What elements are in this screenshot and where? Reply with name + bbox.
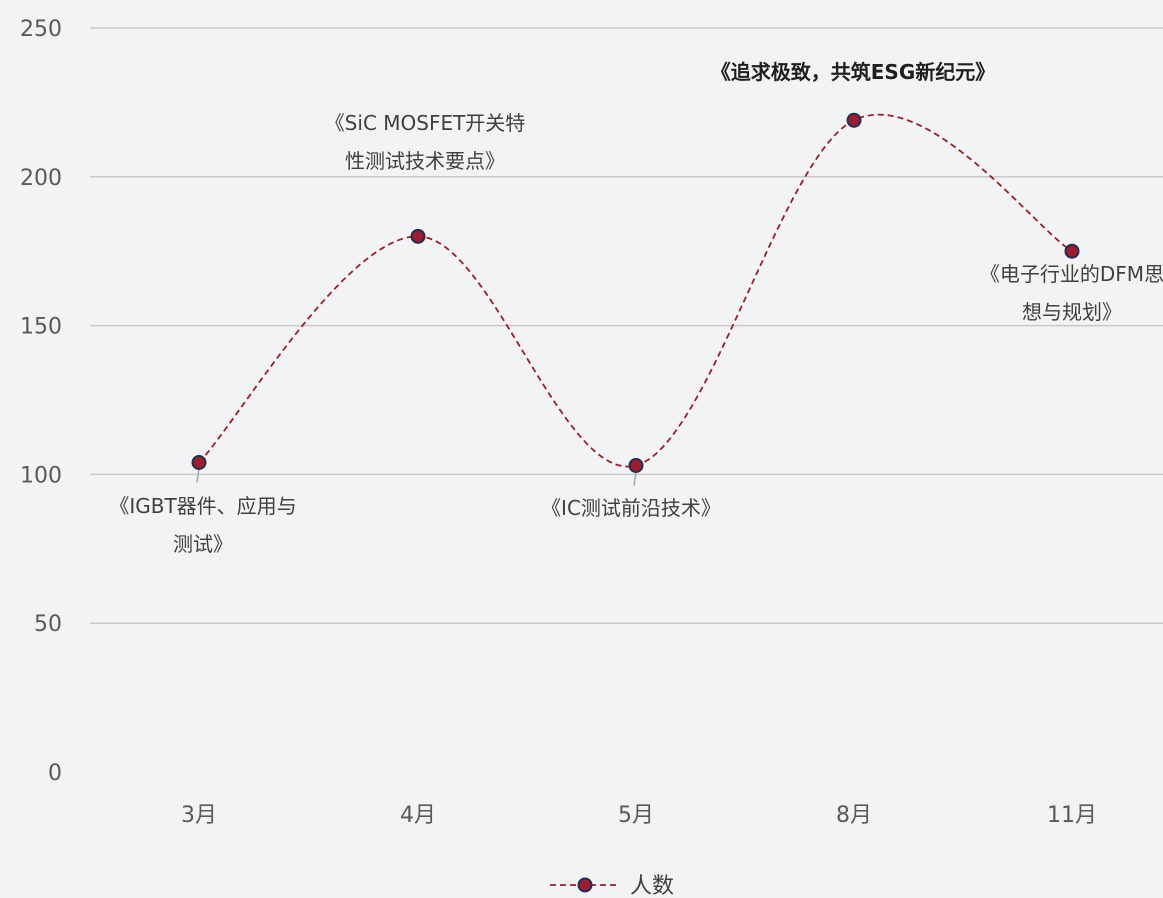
leader-line	[196, 468, 200, 483]
data-label: 《电子行业的DFM思	[980, 262, 1163, 286]
data-label: 《IC测试前沿技术》	[541, 496, 721, 520]
data-point	[628, 457, 644, 473]
y-tick-label: 150	[20, 315, 62, 340]
x-tick-label: 4月	[400, 803, 436, 828]
data-label: 《追求极致，共筑ESG新纪元》	[711, 60, 995, 84]
data-label: 性测试技术要点》	[345, 149, 505, 173]
x-tick-label: 3月	[181, 803, 217, 828]
y-tick-label: 0	[48, 761, 62, 786]
leader-line	[633, 471, 637, 486]
y-tick-label: 250	[20, 17, 62, 42]
data-label: 《IGBT器件、应用与	[109, 494, 296, 518]
legend-marker	[577, 877, 593, 893]
data-point	[410, 228, 426, 244]
y-tick-label: 100	[20, 463, 62, 488]
x-tick-label: 8月	[836, 803, 872, 828]
data-label: 想与规划》	[1022, 300, 1122, 324]
data-label: 《SiC MOSFET开关特	[325, 111, 526, 135]
data-point	[1064, 243, 1080, 259]
legend-label: 人数	[630, 874, 674, 898]
data-label: 测试》	[173, 532, 233, 556]
x-tick-label: 5月	[618, 803, 654, 828]
y-tick-label: 50	[34, 612, 62, 637]
x-tick-label: 11月	[1047, 803, 1097, 828]
data-point	[846, 112, 862, 128]
series-line-renshu	[198, 113, 1073, 468]
y-tick-label: 200	[20, 166, 62, 191]
data-point	[191, 454, 207, 470]
